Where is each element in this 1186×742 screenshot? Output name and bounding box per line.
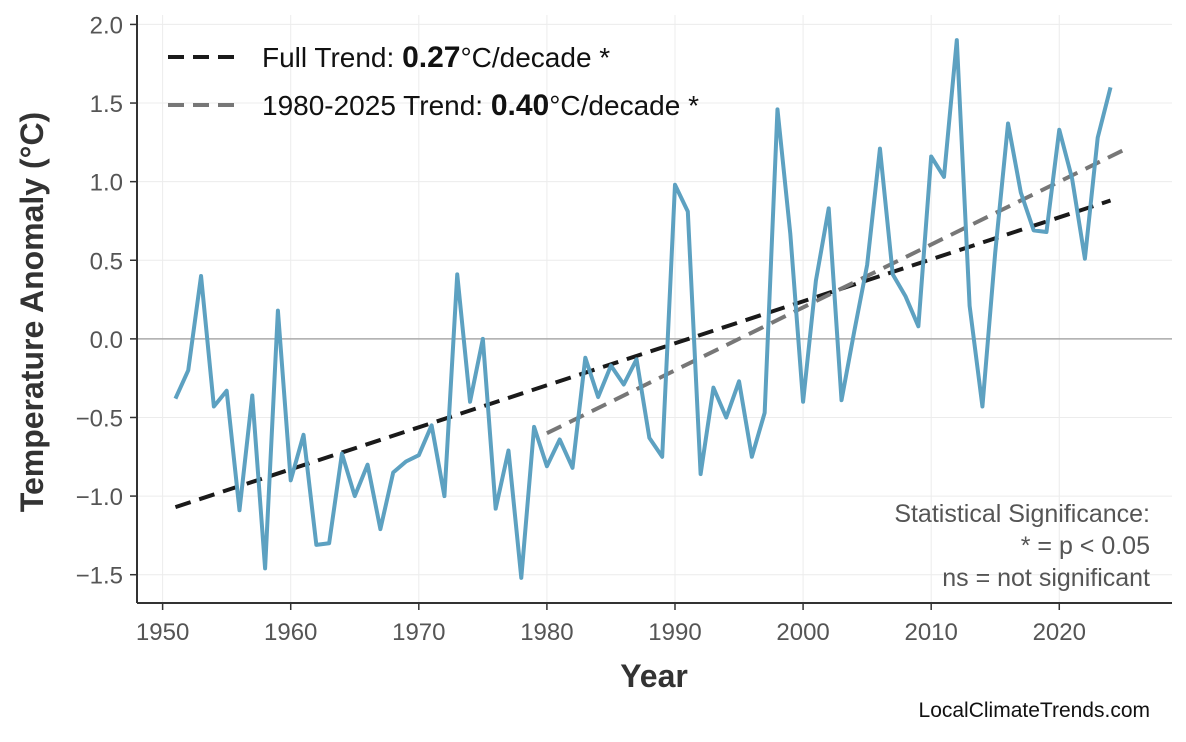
y-tick-label: 0.5 xyxy=(90,248,123,275)
x-tick-label: 2020 xyxy=(1033,619,1086,646)
x-tick-label: 2010 xyxy=(904,619,957,646)
legend-prefix: 1980-2025 Trend: xyxy=(262,90,491,121)
x-tick-label: 2000 xyxy=(776,619,829,646)
y-tick-label: 2.0 xyxy=(90,12,123,39)
y-tick-label: −0.5 xyxy=(76,405,123,432)
x-tick-label: 1990 xyxy=(648,619,701,646)
y-tick-label: −1.5 xyxy=(76,563,123,590)
x-tick-label: 1980 xyxy=(520,619,573,646)
legend-label: 1980-2025 Trend: 0.40°C/decade * xyxy=(262,89,699,122)
legend-prefix: Full Trend: xyxy=(262,42,402,73)
trend-line xyxy=(175,201,1110,508)
legend-value: 0.40 xyxy=(491,89,549,122)
legend-suffix: °C/decade * xyxy=(460,42,610,73)
y-axis-label: Temperature Anomaly (°C) xyxy=(14,112,50,512)
x-tick-label: 1970 xyxy=(392,619,445,646)
significance-annotation: Statistical Significance: * = p < 0.05 n… xyxy=(894,500,1150,592)
x-tick-label: 1960 xyxy=(264,619,317,646)
y-tick-label: 1.5 xyxy=(90,91,123,118)
y-tick-label: 1.0 xyxy=(90,170,123,197)
annotation-line: * = p < 0.05 xyxy=(1021,532,1150,560)
legend: Full Trend: 0.27°C/decade *1980-2025 Tre… xyxy=(168,41,699,122)
legend-value: 0.27 xyxy=(402,41,460,74)
source-credit: LocalClimateTrends.com xyxy=(919,699,1150,722)
annotation-line: ns = not significant xyxy=(942,564,1150,592)
x-axis-label: Year xyxy=(620,658,688,694)
y-tick-label: −1.0 xyxy=(76,484,123,511)
y-tick-label: 0.0 xyxy=(90,327,123,354)
legend-label: Full Trend: 0.27°C/decade * xyxy=(262,41,610,74)
annotation-line: Statistical Significance: xyxy=(894,500,1150,528)
x-tick-label: 1950 xyxy=(136,619,189,646)
legend-suffix: °C/decade * xyxy=(549,90,699,121)
trend-lines xyxy=(175,150,1123,507)
